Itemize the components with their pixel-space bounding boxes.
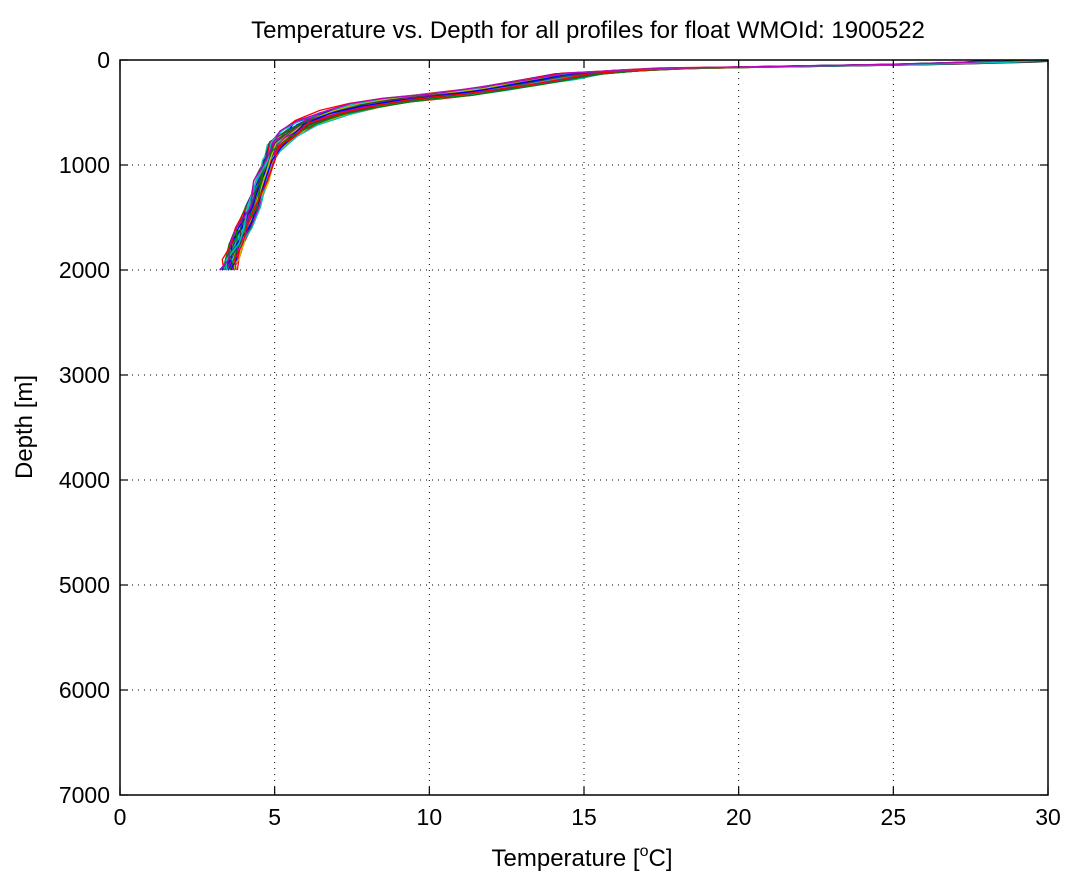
- profile-line: [233, 60, 1042, 271]
- x-axis-label-prefix: Temperature [: [492, 845, 640, 872]
- y-tick-label: 0: [97, 47, 110, 73]
- x-tick-label: 0: [114, 804, 127, 830]
- y-tick-label: 7000: [59, 782, 110, 808]
- profile-line: [226, 60, 1048, 271]
- x-tick-label: 20: [726, 804, 752, 830]
- chart-title: Temperature vs. Depth for all profiles f…: [251, 17, 925, 44]
- profile-line: [223, 60, 1018, 271]
- x-axis-label-suffix: C]: [648, 845, 672, 872]
- x-tick-label: 30: [1035, 804, 1061, 830]
- y-tick-label: 4000: [59, 467, 110, 493]
- grid-layer: [120, 60, 1048, 795]
- profile-line: [221, 60, 996, 271]
- tick-layer: 0 5 10 15 20 25 30 0 1000 2000 3000 4000 5000 6000 700…: [59, 47, 1061, 830]
- x-tick-label: 25: [881, 804, 907, 830]
- profile-line: [221, 60, 1007, 271]
- profile-line: [224, 60, 1048, 271]
- y-axis-label: Depth [m]: [11, 375, 38, 479]
- profile-line: [223, 60, 1048, 271]
- profile-line: [231, 60, 1014, 271]
- y-tick-label: 6000: [59, 677, 110, 703]
- profile-line: [230, 60, 1027, 271]
- profile-line: [224, 60, 995, 271]
- x-tick-label: 5: [268, 804, 281, 830]
- profile-line: [229, 60, 1025, 271]
- profile-line: [225, 60, 1048, 271]
- x-axis-label: Temperature [oC]: [492, 843, 673, 872]
- series-layer: [219, 60, 1048, 271]
- profile-line: [227, 60, 1024, 271]
- profile-line: [225, 60, 1007, 271]
- profile-line: [224, 60, 1048, 271]
- y-tick-label: 5000: [59, 572, 110, 598]
- y-tick-label: 2000: [59, 257, 110, 283]
- x-tick-label: 10: [417, 804, 443, 830]
- profile-line: [230, 60, 1048, 271]
- profile-line: [227, 60, 1017, 271]
- x-tick-label: 15: [571, 804, 597, 830]
- profile-line: [219, 60, 1001, 271]
- profile-line: [225, 60, 1022, 271]
- profile-line: [232, 60, 1030, 271]
- profile-line: [228, 60, 1018, 271]
- x-axis-label-superscript: o: [640, 843, 649, 860]
- y-tick-label: 1000: [59, 152, 110, 178]
- profile-line: [228, 60, 1039, 271]
- profile-line: [219, 60, 1048, 271]
- profile-line: [223, 60, 1010, 271]
- y-tick-label: 3000: [59, 362, 110, 388]
